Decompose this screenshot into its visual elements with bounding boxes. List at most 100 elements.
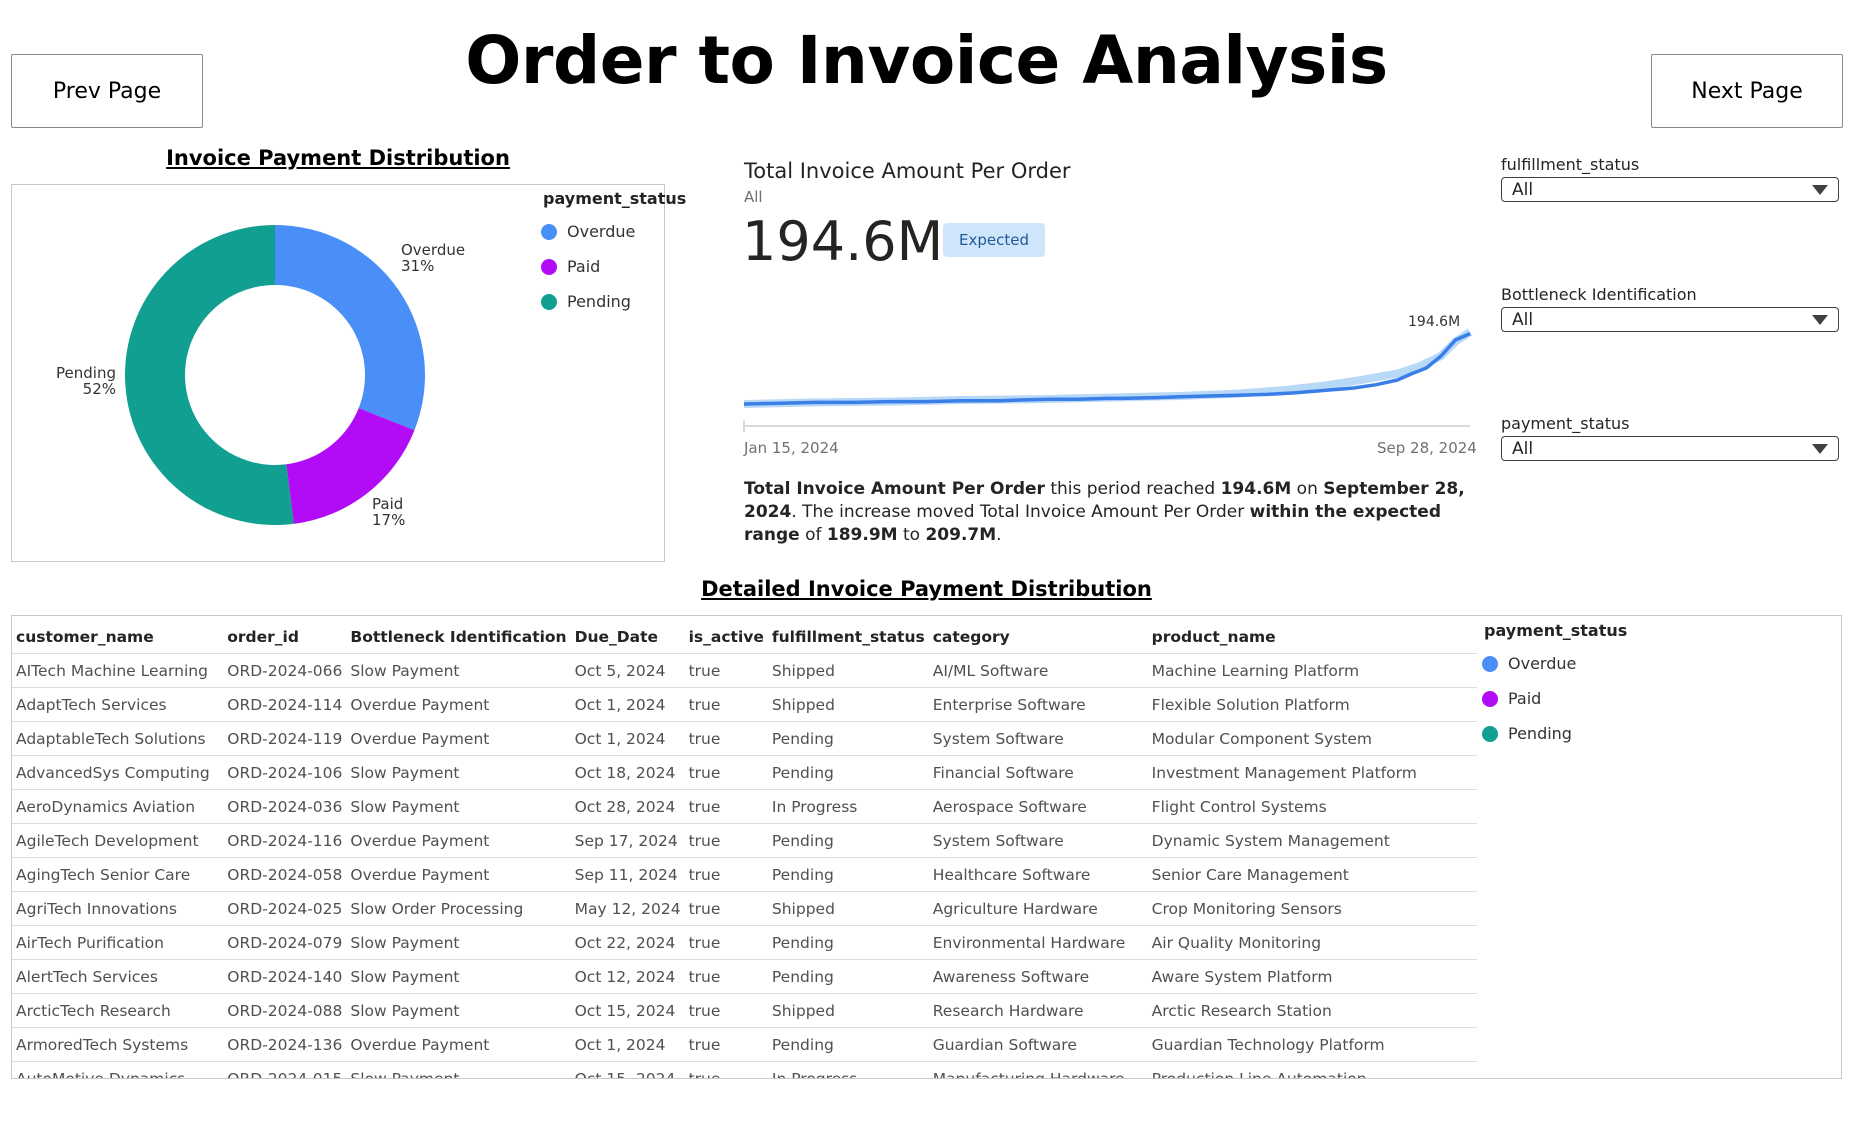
table-cell: true [684, 823, 768, 858]
donut-slice-overdue[interactable] [275, 225, 425, 431]
table-cell: ORD-2024-036 [223, 789, 347, 824]
donut-slice-paid[interactable] [286, 408, 415, 524]
donut-legend-overdue[interactable]: Overdue [541, 222, 635, 241]
column-header-bottleneck-identification[interactable]: Bottleneck Identification [350, 628, 567, 646]
table-cell: ORD-2024-066 [223, 653, 347, 688]
table-legend-pending[interactable]: Pending [1482, 724, 1572, 743]
table-row[interactable]: AgileTech Development ORD-2024-116 Overdue… [12, 823, 1477, 858]
table-cell: Dynamic System Management [1147, 823, 1477, 858]
page-title: Order to Invoice Analysis [465, 22, 1388, 99]
next-page-button[interactable]: Next Page [1651, 54, 1843, 128]
table-cell: ORD-2024-114 [223, 687, 347, 722]
table-legend-paid[interactable]: Paid [1482, 689, 1541, 708]
table-cell: ORD-2024-079 [223, 925, 347, 960]
table-row[interactable]: AgingTech Senior Care ORD-2024-058 Overdue… [12, 857, 1477, 892]
table-row[interactable]: AirTech Purification ORD-2024-079 Slow Pay… [12, 925, 1477, 960]
column-header-fulfillment-status[interactable]: fulfillment_status [771, 628, 925, 646]
paid-dot-icon [541, 258, 557, 275]
table-cell: Aerospace Software [928, 789, 1148, 824]
table-row[interactable]: AutoMotive Dynamics ORD-2024-015 Slow Paym… [12, 1061, 1477, 1078]
table-cell: AgriTech Innovations [12, 891, 224, 926]
table-cell: AeroDynamics Aviation [12, 789, 224, 824]
overdue-dot-icon [541, 223, 557, 240]
donut-label-pending-pct: 52% [83, 380, 116, 398]
column-header-due-date[interactable]: Due_Date [574, 628, 659, 646]
table-cell: Slow Payment [346, 993, 571, 1028]
donut-label-paid-name: Paid [372, 495, 403, 513]
donut-legend-pending[interactable]: Pending [541, 292, 631, 311]
table-row[interactable]: AITech Machine Learning ORD-2024-066 Slow … [12, 653, 1477, 688]
kpi-end-value-label: 194.6M [1408, 314, 1460, 330]
table-cell: Pending [767, 1027, 929, 1062]
table-row[interactable]: AlertTech Services ORD-2024-140 Slow Payme… [12, 959, 1477, 994]
table-cell: In Progress [767, 789, 929, 824]
x-axis-start-label: Jan 15, 2024 [744, 439, 839, 457]
table-cell: ORD-2024-119 [223, 721, 347, 756]
table-scroll-area[interactable]: customer_name order_id Bottleneck Identifi… [12, 621, 1477, 1078]
table-cell: Overdue Payment [346, 687, 571, 722]
table-cell: Oct 22, 2024 [570, 925, 685, 960]
column-header-customer-name[interactable]: customer_name [16, 628, 154, 646]
table-cell: Pending [767, 755, 929, 790]
table-cell: Investment Management Platform [1147, 755, 1477, 790]
table-cell: ORD-2024-088 [223, 993, 347, 1028]
table-cell: ArmoredTech Systems [12, 1027, 224, 1062]
donut-legend-paid[interactable]: Paid [541, 257, 600, 276]
table-cell: ORD-2024-025 [223, 891, 347, 926]
table-cell: ORD-2024-015 [223, 1061, 347, 1078]
table-cell: Slow Payment [346, 1061, 571, 1078]
table-cell: true [684, 789, 768, 824]
legend-label: Pending [567, 292, 631, 311]
table-cell: AgingTech Senior Care [12, 857, 224, 892]
donut-slice-pending[interactable] [125, 225, 294, 525]
pending-dot-icon [1482, 725, 1498, 742]
table-cell: Aware System Platform [1147, 959, 1477, 994]
table-cell: Oct 5, 2024 [570, 653, 685, 688]
table-row[interactable]: AdaptableTech Solutions ORD-2024-119 Overd… [12, 721, 1477, 756]
donut-label-paid-pct: 17% [372, 511, 405, 529]
payment-status-dropdown[interactable]: All [1501, 436, 1839, 461]
kpi-value: 194.6M [742, 210, 944, 273]
table-cell: Oct 15, 2024 [570, 993, 685, 1028]
table-cell: Slow Order Processing [346, 891, 571, 926]
table-body: AITech Machine Learning ORD-2024-066 Slow … [12, 653, 1477, 1078]
donut-chart: Overdue 31% Paid 17% Pending 52% [56, 225, 465, 529]
table-cell: Machine Learning Platform [1147, 653, 1477, 688]
column-header-is-active[interactable]: is_active [688, 628, 764, 646]
fulfillment-status-dropdown[interactable]: All [1501, 177, 1839, 202]
kpi-trend-sparkline: 194.6M [743, 314, 1473, 432]
dropdown-value: All [1512, 438, 1534, 459]
column-header-category[interactable]: category [932, 628, 1010, 646]
table-cell: Healthcare Software [928, 857, 1148, 892]
overdue-dot-icon [1482, 655, 1498, 672]
donut-label-overdue-pct: 31% [401, 257, 434, 275]
prev-page-button[interactable]: Prev Page [11, 54, 203, 128]
column-header-order-id[interactable]: order_id [227, 628, 299, 646]
table-row[interactable]: ArmoredTech Systems ORD-2024-136 Overdue P… [12, 1027, 1477, 1062]
table-cell: Oct 18, 2024 [570, 755, 685, 790]
table-cell: true [684, 721, 768, 756]
chevron-down-icon [1812, 314, 1828, 325]
table-row[interactable]: AdvancedSys Computing ORD-2024-106 Slow Pa… [12, 755, 1477, 790]
table-cell: Sep 11, 2024 [570, 857, 685, 892]
table-cell: Pending [767, 925, 929, 960]
table-cell: Pending [767, 857, 929, 892]
table-row[interactable]: ArcticTech Research ORD-2024-088 Slow Paym… [12, 993, 1477, 1028]
table-cell: true [684, 653, 768, 688]
table-cell: true [684, 755, 768, 790]
table-row[interactable]: AeroDynamics Aviation ORD-2024-036 Slow Pa… [12, 789, 1477, 824]
slicer-label-payment-status: payment_status [1501, 414, 1630, 433]
table-legend-overdue[interactable]: Overdue [1482, 654, 1576, 673]
table-row[interactable]: AdaptTech Services ORD-2024-114 Overdue Pa… [12, 687, 1477, 722]
table-cell: Slow Payment [346, 653, 571, 688]
table-cell: AgileTech Development [12, 823, 224, 858]
paid-dot-icon [1482, 690, 1498, 707]
table-cell: true [684, 993, 768, 1028]
slicer-label-fulfillment-status: fulfillment_status [1501, 155, 1640, 174]
column-header-product-name[interactable]: product_name [1151, 628, 1276, 646]
table-row[interactable]: AgriTech Innovations ORD-2024-025 Slow Ord… [12, 891, 1477, 926]
table-cell: Guardian Software [928, 1027, 1148, 1062]
actual-trend-line [743, 331, 1471, 406]
bottleneck-identification-dropdown[interactable]: All [1501, 307, 1839, 332]
table-cell: Air Quality Monitoring [1147, 925, 1477, 960]
